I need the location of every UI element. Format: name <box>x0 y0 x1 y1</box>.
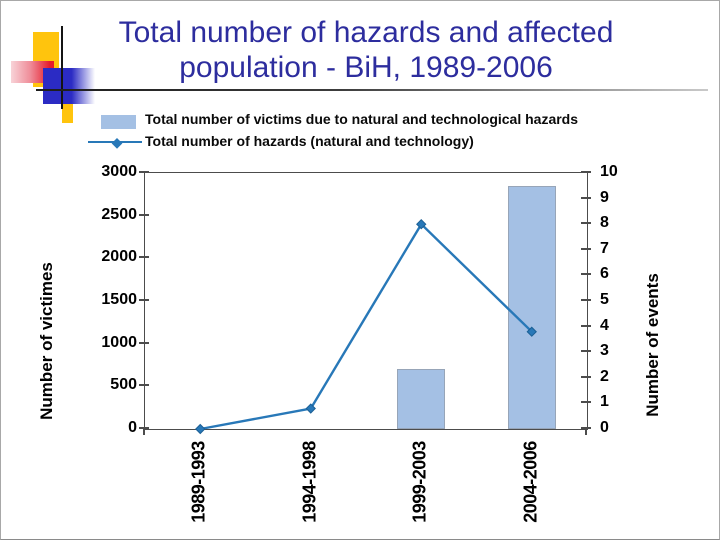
bar-2004-2006 <box>507 185 556 429</box>
right-axis-tick <box>581 401 591 404</box>
right-axis-tick <box>581 273 591 276</box>
right-axis-tick-label: 1 <box>600 393 609 411</box>
legend-label-victims: Total number of victims due to natural a… <box>145 111 579 127</box>
line-marker-diamond-icon <box>526 326 537 337</box>
left-axis-tick-label: 2500 <box>101 205 137 223</box>
right-axis-tick <box>581 171 591 173</box>
legend-label-hazards: Total number of hazards (natural and tec… <box>145 133 474 149</box>
right-axis-tick-label: 10 <box>600 163 618 180</box>
bar-1999-2003 <box>397 369 446 429</box>
right-axis-tick-label: 0 <box>600 419 609 436</box>
right-axis-tick <box>581 299 591 301</box>
slide-title: Total number of hazards and affected pop… <box>56 15 676 85</box>
left-axis-tick <box>139 299 149 301</box>
left-axis-tick-label: 500 <box>110 376 137 394</box>
line-marker-diamond-icon <box>305 403 316 414</box>
right-axis-tick <box>581 247 591 250</box>
left-axis-tick <box>139 213 149 216</box>
plot-area <box>144 172 588 435</box>
right-axis-tick <box>581 196 591 199</box>
left-axis-tick <box>139 384 149 387</box>
right-axis-tick-label: 3 <box>600 342 609 360</box>
right-axis-tick-label: 8 <box>600 214 609 232</box>
slide-title-line-1: Total number of hazards and affected <box>118 16 614 49</box>
right-axis-title: Number of events <box>643 273 662 417</box>
slide-title-line-2: population - BiH, 1989-2006 <box>179 51 553 84</box>
left-axis-tick <box>139 256 149 259</box>
right-axis-tick <box>581 222 591 225</box>
right-axis-tick-label: 4 <box>600 316 609 334</box>
left-axis-tick-label: 2000 <box>101 248 137 266</box>
left-axis-tick-label: 1500 <box>101 291 137 308</box>
left-axis-tick-label: 0 <box>128 419 137 436</box>
deco-yellow-small-rect <box>62 104 73 123</box>
left-axis-tick-label: 1000 <box>101 333 137 351</box>
left-axis-title: Number of victimes <box>37 262 56 420</box>
x-axis-label: 2004-2006 <box>520 441 541 523</box>
line-marker-diamond-icon <box>195 423 206 435</box>
left-axis-tick <box>139 427 149 429</box>
x-axis-end-tick-right <box>585 429 587 435</box>
x-axis-label: 1989-1993 <box>188 441 209 523</box>
right-axis-tick-label: 2 <box>600 367 609 385</box>
left-axis-tick-label: 3000 <box>101 163 137 180</box>
right-axis-tick-label: 7 <box>600 239 609 257</box>
left-axis-tick <box>139 171 149 173</box>
right-axis-tick <box>581 350 591 353</box>
hazards-line-series <box>195 218 537 435</box>
line-marker-diamond-icon <box>416 218 427 230</box>
x-axis-label: 1999-2003 <box>409 441 430 523</box>
right-axis-tick <box>581 375 591 378</box>
title-underline <box>36 89 708 91</box>
legend-line-icon <box>88 141 142 143</box>
x-axis-label: 1994-1998 <box>299 441 320 523</box>
right-axis-tick-label: 6 <box>600 265 609 283</box>
x-axis-end-tick-left <box>143 429 145 435</box>
legend-diamond-icon: ◆ <box>111 134 123 150</box>
right-axis-tick-label: 9 <box>600 188 609 206</box>
legend-bar-swatch-icon <box>101 115 136 129</box>
left-axis-tick <box>139 341 149 344</box>
right-axis-tick <box>581 427 591 429</box>
right-axis-tick <box>581 324 591 327</box>
right-axis-tick-label: 5 <box>600 291 609 308</box>
deco-blue-gradient-rect <box>43 68 95 104</box>
deco-vertical-line <box>61 26 63 109</box>
